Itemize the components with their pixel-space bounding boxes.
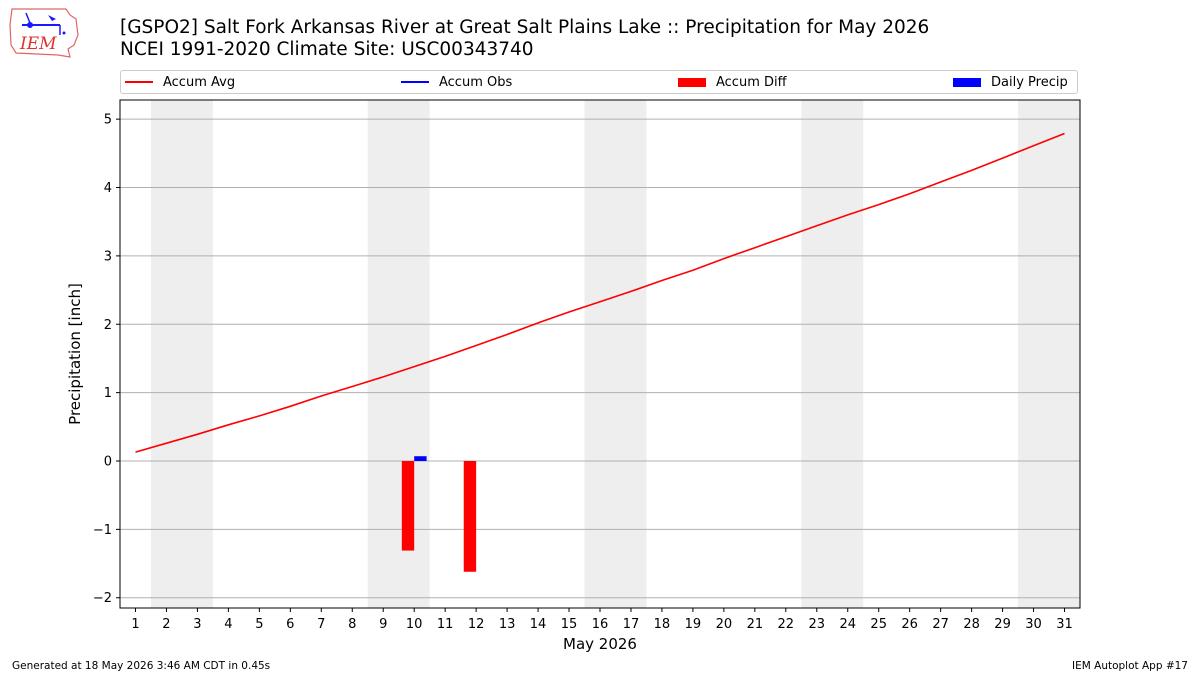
x-tick-label: 1 xyxy=(131,617,139,632)
chart-title-line2: NCEI 1991-2020 Climate Site: USC00343740 xyxy=(120,39,534,60)
y-tick-label: −1 xyxy=(93,523,112,538)
x-tick-label: 19 xyxy=(685,617,702,632)
x-tick-label: 30 xyxy=(1025,617,1042,632)
legend-item-accum-diff: Accum Diff xyxy=(678,74,787,90)
weekend-band-5 xyxy=(1018,100,1080,608)
x-tick-label: 13 xyxy=(499,617,516,632)
x-tick-label: 24 xyxy=(839,617,856,632)
legend-label-accum-obs: Accum Obs xyxy=(439,74,513,90)
x-tick-label: 28 xyxy=(963,617,980,632)
x-tick-label: 7 xyxy=(317,617,325,632)
legend-label-accum-diff: Accum Diff xyxy=(716,74,787,90)
x-tick-label: 2 xyxy=(162,617,170,632)
x-tick-label: 12 xyxy=(468,617,485,632)
x-axis-label: May 2026 xyxy=(563,635,637,653)
x-tick-label: 21 xyxy=(747,617,764,632)
y-tick-label: 4 xyxy=(104,181,112,196)
x-tick-label: 20 xyxy=(716,617,733,632)
weekend-band-2 xyxy=(367,100,430,608)
accum-diff-bar xyxy=(401,461,415,551)
x-tick-label: 15 xyxy=(561,617,578,632)
weekend-band-3 xyxy=(584,100,647,608)
grid-lines xyxy=(120,118,1080,599)
x-tick-label: 31 xyxy=(1056,617,1073,632)
x-tick-label: 29 xyxy=(994,617,1011,632)
x-tick-label: 5 xyxy=(255,617,263,632)
line-marks xyxy=(135,132,1065,453)
legend-item-accum-obs: Accum Obs xyxy=(401,74,512,90)
y-tick-label: −2 xyxy=(93,591,112,606)
x-tick-label: 6 xyxy=(286,617,294,632)
y-tick-label: 1 xyxy=(104,386,112,401)
legend-swatch-accum-diff xyxy=(678,77,706,87)
weekend-shading xyxy=(150,100,1080,608)
y-tick-label: 2 xyxy=(104,318,112,333)
x-tick-label: 22 xyxy=(778,617,795,632)
x-tick-label: 26 xyxy=(901,617,918,632)
y-axis-label: Precipitation [inch] xyxy=(66,283,84,425)
accum-diff-bar xyxy=(463,461,477,572)
x-tick-label: 4 xyxy=(224,617,232,632)
x-tick-label: 23 xyxy=(809,617,826,632)
svg-text:IEM: IEM xyxy=(19,34,57,54)
chart-title: [GSPO2] Salt Fork Arkansas River at Grea… xyxy=(120,17,929,61)
legend-item-accum-avg: Accum Avg xyxy=(125,74,235,90)
x-tick-label: 8 xyxy=(348,617,356,632)
x-tick-label: 11 xyxy=(437,617,454,632)
weekend-band-4 xyxy=(801,100,864,608)
weekend-band-1 xyxy=(150,100,213,608)
bar-marks xyxy=(401,456,477,572)
legend-swatch-accum-avg xyxy=(125,81,153,83)
x-tick-label: 10 xyxy=(406,617,423,632)
legend-item-daily-precip: Daily Precip xyxy=(953,74,1068,90)
legend-label-daily-precip: Daily Precip xyxy=(991,74,1068,90)
y-tick-label: 3 xyxy=(104,249,112,264)
x-tick-label: 18 xyxy=(654,617,671,632)
x-tick-label: 14 xyxy=(530,617,547,632)
iem-logo: IEM xyxy=(9,8,79,58)
legend-swatch-accum-obs xyxy=(401,81,429,83)
generated-timestamp: Generated at 18 May 2026 3:46 AM CDT in … xyxy=(12,660,271,672)
x-tick-label: 9 xyxy=(379,617,387,632)
chart-legend: Accum Avg Accum Obs Accum Diff Daily Pre… xyxy=(120,70,1078,94)
x-tick-label: 27 xyxy=(932,617,949,632)
y-tick-label: 0 xyxy=(104,455,112,470)
accum-avg-line xyxy=(135,132,1065,453)
x-tick-label: 3 xyxy=(193,617,201,632)
y-tick-label: 5 xyxy=(104,113,112,128)
legend-swatch-daily-precip xyxy=(953,77,981,87)
x-tick-label: 17 xyxy=(623,617,640,632)
x-tick-label: 25 xyxy=(870,617,887,632)
x-tick-label: 16 xyxy=(592,617,609,632)
chart-title-line1: [GSPO2] Salt Fork Arkansas River at Grea… xyxy=(120,17,930,38)
legend-label-accum-avg: Accum Avg xyxy=(163,74,236,90)
daily-precip-bar xyxy=(414,456,427,462)
app-label: IEM Autoplot App #17 xyxy=(1072,660,1188,672)
